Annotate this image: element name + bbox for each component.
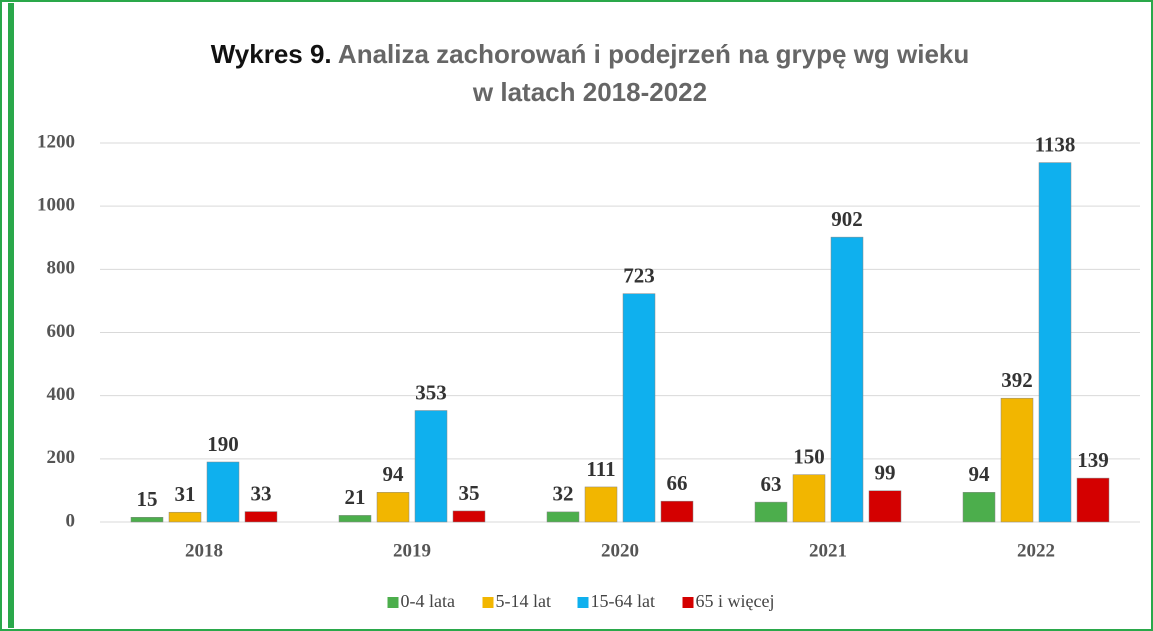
data-label: 723 (623, 263, 655, 287)
bar (1000, 397, 1034, 523)
bar (622, 293, 656, 523)
bar (584, 486, 618, 523)
data-label: 94 (969, 462, 991, 486)
chart-title: Wykres 9. Analiza zachorowań i podejrzeń… (211, 39, 970, 69)
data-label: 150 (793, 444, 825, 468)
bar (414, 410, 448, 523)
bar (452, 510, 486, 523)
x-tick-label: 2019 (393, 540, 431, 561)
data-label: 353 (415, 380, 447, 404)
data-label: 66 (667, 471, 688, 495)
side-bar (8, 3, 14, 628)
y-tick-label: 400 (47, 384, 76, 405)
legend-label: 0-4 lata (401, 591, 455, 611)
bar (168, 511, 202, 523)
y-tick-label: 800 (47, 258, 76, 279)
bar (1038, 162, 1072, 523)
bar (660, 500, 694, 523)
data-label: 392 (1001, 368, 1033, 392)
data-label: 190 (207, 432, 239, 456)
bar (962, 492, 996, 523)
data-label: 94 (383, 462, 405, 486)
data-label: 32 (553, 482, 574, 506)
data-label: 33 (251, 481, 272, 505)
data-label: 63 (761, 472, 782, 496)
data-label: 31 (175, 482, 196, 506)
y-tick-label: 1000 (37, 195, 75, 216)
data-label: 21 (345, 485, 366, 509)
y-tick-label: 1200 (37, 131, 75, 152)
data-label: 1138 (1035, 132, 1076, 156)
x-tick-label: 2021 (809, 540, 847, 561)
y-tick-label: 0 (66, 510, 76, 531)
bar (130, 517, 164, 523)
title-line: w latach 2018-2022 (472, 77, 707, 107)
bar (868, 490, 902, 523)
bar (792, 474, 826, 523)
bar (830, 236, 864, 523)
data-label: 99 (875, 461, 896, 485)
data-label: 35 (459, 481, 480, 505)
legend-swatch (682, 597, 694, 608)
legend-label: 15-64 lat (591, 591, 656, 611)
legend-swatch (387, 597, 399, 608)
title-line: Analiza zachorowań i podejrzeń na grypę … (338, 39, 969, 69)
legend-swatch (482, 597, 494, 608)
data-label: 139 (1077, 448, 1109, 472)
bar (244, 511, 278, 523)
title-prefix: Wykres 9. (211, 39, 332, 69)
bar (754, 501, 788, 523)
x-tick-label: 2020 (601, 540, 639, 561)
data-label: 902 (831, 207, 863, 231)
bar (206, 461, 240, 523)
bar (546, 511, 580, 523)
x-tick-label: 2018 (185, 540, 223, 561)
y-tick-label: 600 (47, 321, 76, 342)
y-tick-label: 200 (47, 447, 76, 468)
legend-label: 5-14 lat (496, 591, 552, 611)
x-tick-label: 2022 (1017, 540, 1055, 561)
legend-swatch (577, 597, 589, 608)
bar (376, 492, 410, 523)
bar (338, 515, 372, 523)
data-label: 111 (586, 457, 615, 481)
data-label: 15 (137, 487, 158, 511)
legend-label: 65 i więcej (696, 591, 775, 611)
bar (1076, 477, 1110, 523)
